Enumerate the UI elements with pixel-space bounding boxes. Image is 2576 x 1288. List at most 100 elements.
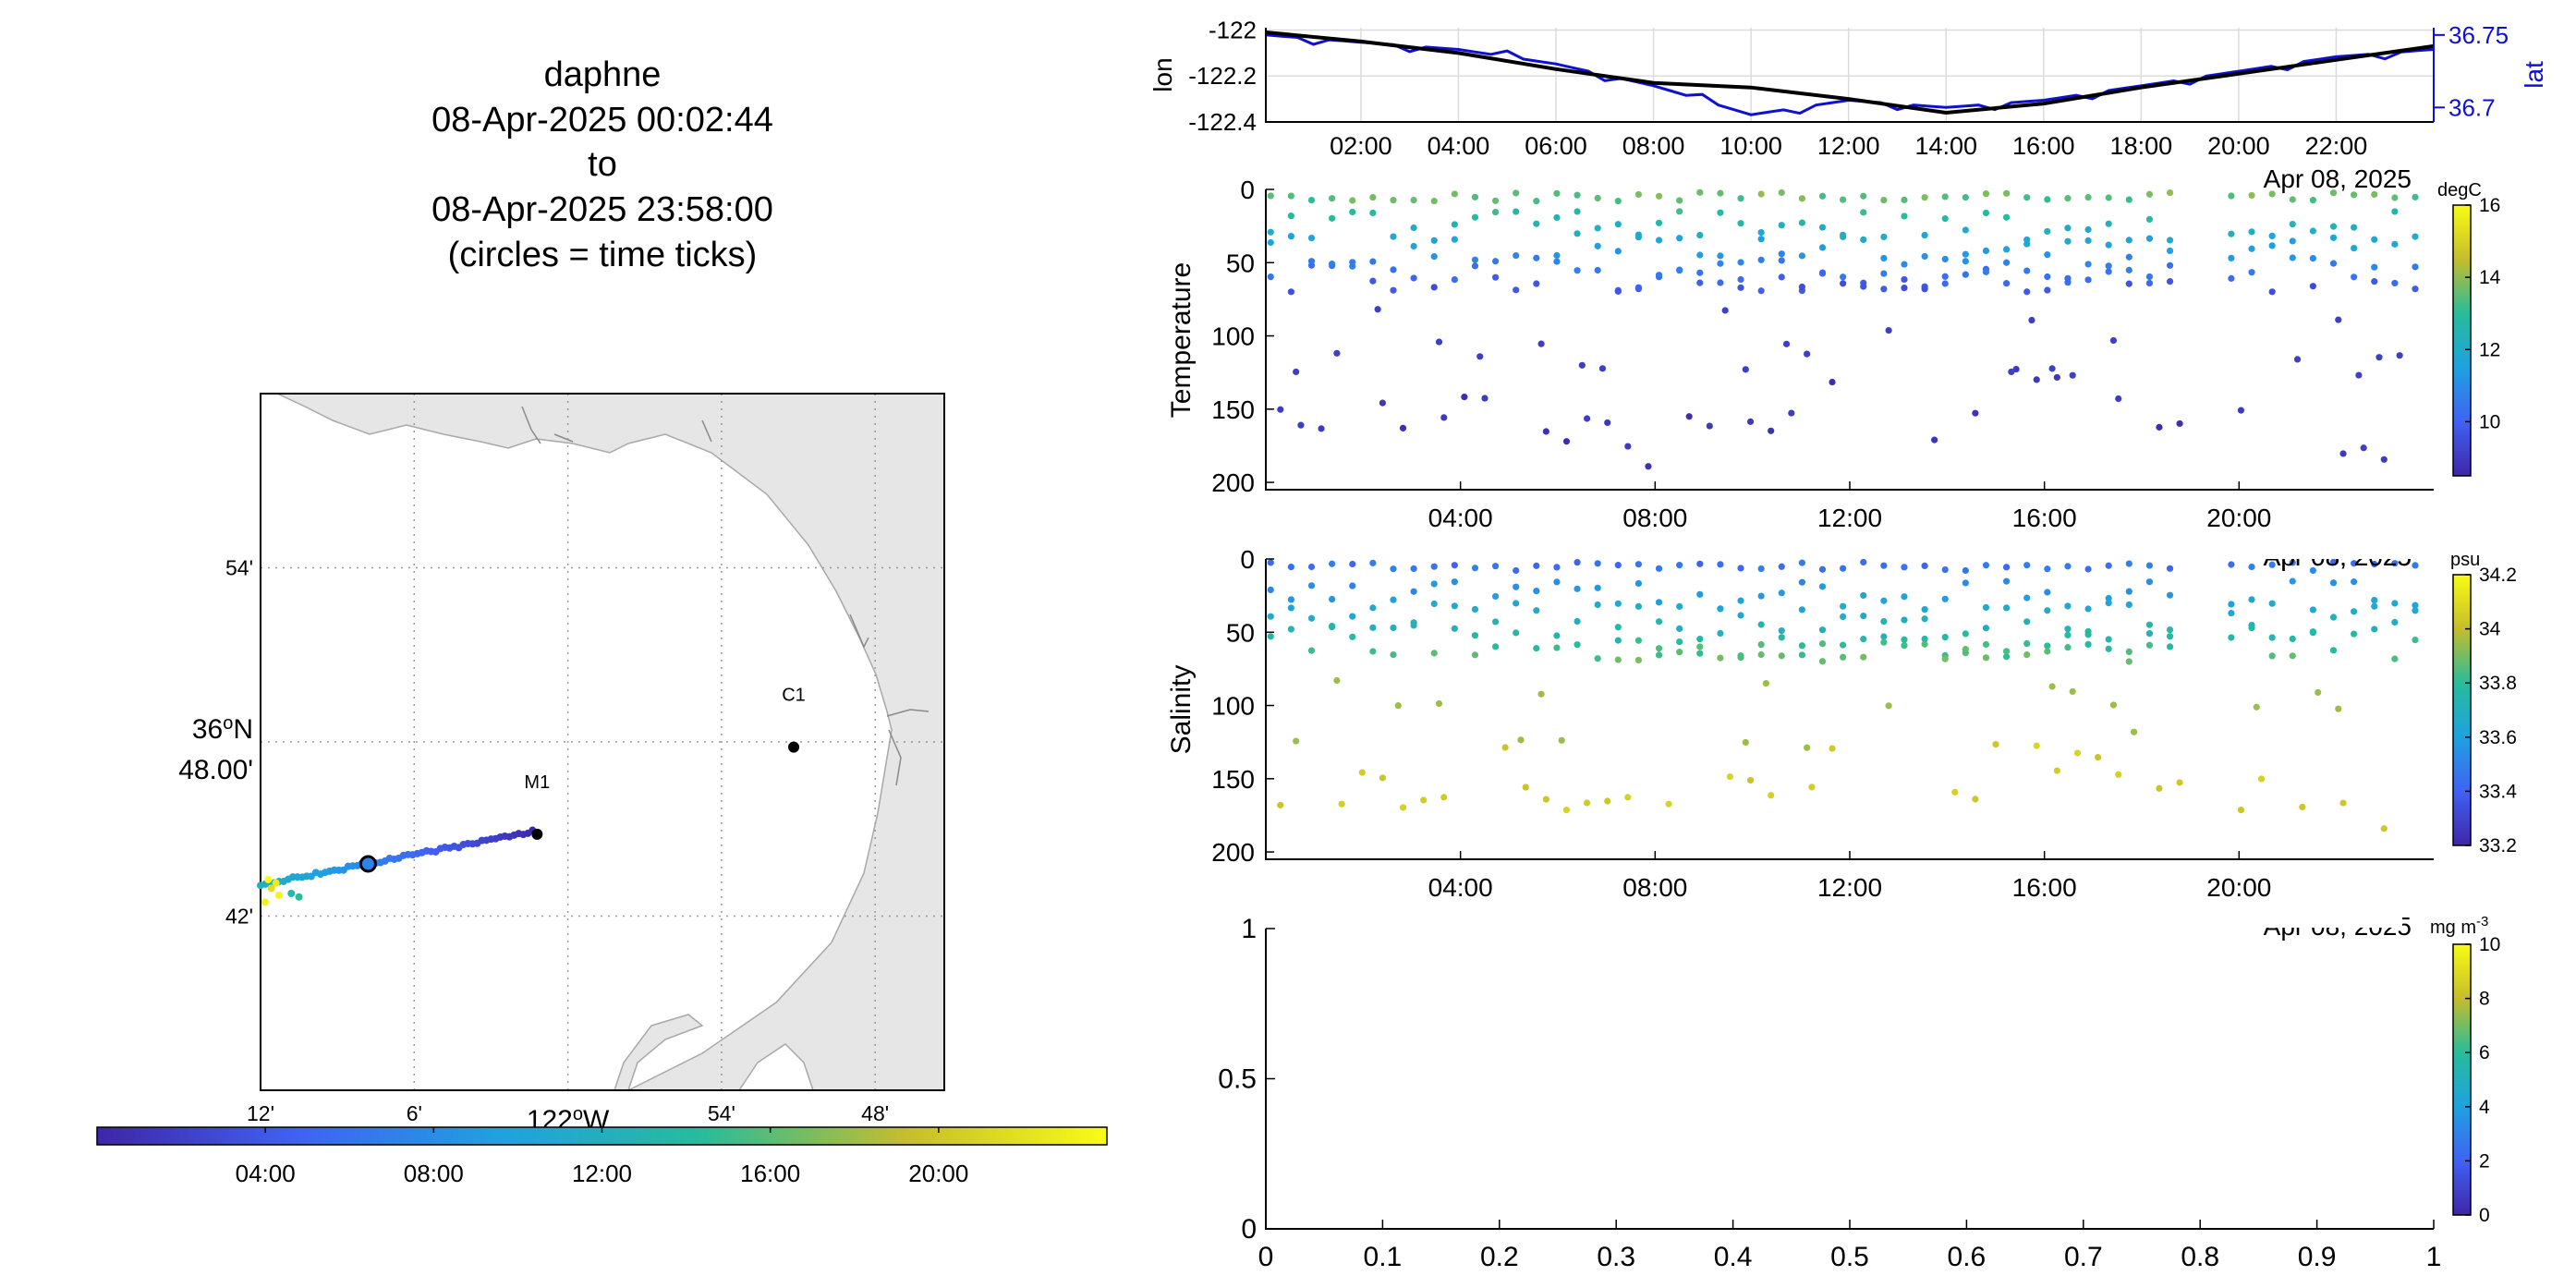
data-point	[2105, 645, 2112, 652]
data-point	[2412, 601, 2419, 609]
data-point	[2002, 604, 2011, 612]
lonlat-x-tick-label: 18:00	[2110, 132, 2173, 160]
x-tick-label: 20:00	[2206, 873, 2271, 902]
data-point	[1349, 197, 1356, 204]
data-point	[1921, 635, 1928, 643]
data-point	[1634, 234, 1643, 241]
data-point	[2044, 648, 2051, 655]
data-point	[1390, 266, 1397, 273]
time-colorbar-tick-label: 16:00	[740, 1160, 800, 1187]
data-point	[1594, 194, 1601, 202]
data-point	[2309, 254, 2316, 262]
data-point	[1737, 612, 1744, 619]
lonlat-x-tick-label: 22:00	[2305, 132, 2368, 160]
data-point	[1471, 262, 1479, 270]
data-point	[1430, 563, 1438, 570]
data-point	[2166, 643, 2174, 650]
data-point	[1798, 606, 1805, 614]
x-tick-label: 20:00	[2206, 504, 2271, 532]
data-point	[2028, 316, 2035, 324]
data-point	[2105, 594, 2112, 602]
x-tick-label: 0.6	[1948, 1242, 1987, 1272]
data-point	[1655, 645, 1663, 652]
data-point	[2166, 188, 2174, 197]
data-point	[1885, 326, 1892, 334]
data-point	[1491, 258, 1500, 265]
data-point	[2064, 644, 2072, 651]
data-point	[1513, 189, 1520, 197]
data-point	[1390, 624, 1397, 632]
lon-tick-label: -122	[1209, 16, 1257, 43]
data-point	[1390, 596, 1397, 603]
data-point	[1553, 564, 1561, 571]
data-point	[2228, 254, 2235, 261]
lonlat-x-tick-label: 14:00	[1914, 132, 1977, 160]
data-point	[1598, 365, 1607, 372]
data-point	[1746, 418, 1755, 425]
data-point	[2237, 806, 2245, 814]
data-point	[1880, 638, 1888, 646]
data-point	[1297, 421, 1305, 429]
data-point	[1717, 260, 1724, 267]
data-point	[1901, 284, 1908, 292]
data-point	[2293, 356, 2302, 363]
salinity-colorbar-unit: psu	[2450, 550, 2480, 570]
data-point	[2412, 233, 2419, 240]
data-point	[2084, 276, 2092, 284]
data-point	[2380, 825, 2388, 832]
data-point	[2105, 262, 2112, 270]
data-point	[2064, 237, 2072, 245]
data-point	[1757, 229, 1765, 237]
data-point	[2289, 635, 2296, 643]
data-point	[1420, 796, 1428, 804]
data-point	[2371, 236, 2378, 243]
track-point	[272, 879, 280, 887]
lonlat-lines	[1265, 30, 2435, 116]
data-point	[2095, 754, 2102, 761]
data-point	[1818, 269, 1827, 276]
data-point	[1614, 624, 1622, 631]
data-point	[1982, 190, 1990, 198]
data-point	[2176, 779, 2183, 786]
data-point	[1329, 195, 1336, 202]
data-point	[1696, 251, 1704, 259]
map-lon-tick-label: 12'	[247, 1101, 274, 1125]
data-point	[1562, 438, 1571, 445]
lonlat-ticks: 02:00 04:00 06:00 08:00 10:00 12:00 14:00 16:00…	[1188, 16, 2509, 160]
track-point	[264, 875, 273, 883]
chlorophyll-colorbar-unit: mg m-3	[2430, 914, 2488, 938]
data-point	[1921, 286, 1928, 293]
header: daphne 08-Apr-2025 00:02:44 to 08-Apr-20…	[431, 55, 773, 274]
data-point	[1513, 629, 1520, 637]
data-point	[1804, 744, 1811, 751]
data-point	[1435, 338, 1443, 346]
data-point	[2166, 278, 2174, 286]
data-point	[1369, 624, 1377, 631]
data-point	[1757, 640, 1765, 649]
y-tick-label: 50	[1226, 249, 1255, 277]
data-point	[1533, 562, 1540, 569]
data-point	[1782, 340, 1791, 347]
data-point	[1962, 566, 1969, 575]
data-point	[1430, 237, 1438, 244]
data-point	[1778, 222, 1785, 229]
data-point	[1634, 284, 1643, 291]
data-point	[1757, 287, 1765, 295]
data-point	[1941, 280, 1949, 287]
data-point	[1778, 652, 1785, 660]
data-point	[1840, 231, 1847, 238]
data-point	[1374, 306, 1381, 313]
data-point	[1634, 656, 1643, 664]
data-point	[1860, 636, 1867, 643]
data-point	[1471, 605, 1479, 614]
data-point	[2064, 225, 2072, 232]
x-tick-label: 0.3	[1597, 1242, 1635, 1272]
colorbar-tick-label: 33.2	[2479, 835, 2517, 857]
data-point	[2360, 444, 2367, 452]
data-point	[2166, 237, 2174, 244]
data-point	[1901, 261, 1908, 268]
colorbar-tick-label: 34	[2479, 619, 2501, 640]
data-point	[1840, 273, 1847, 281]
data-point	[2145, 279, 2154, 287]
data-point	[2228, 609, 2235, 617]
